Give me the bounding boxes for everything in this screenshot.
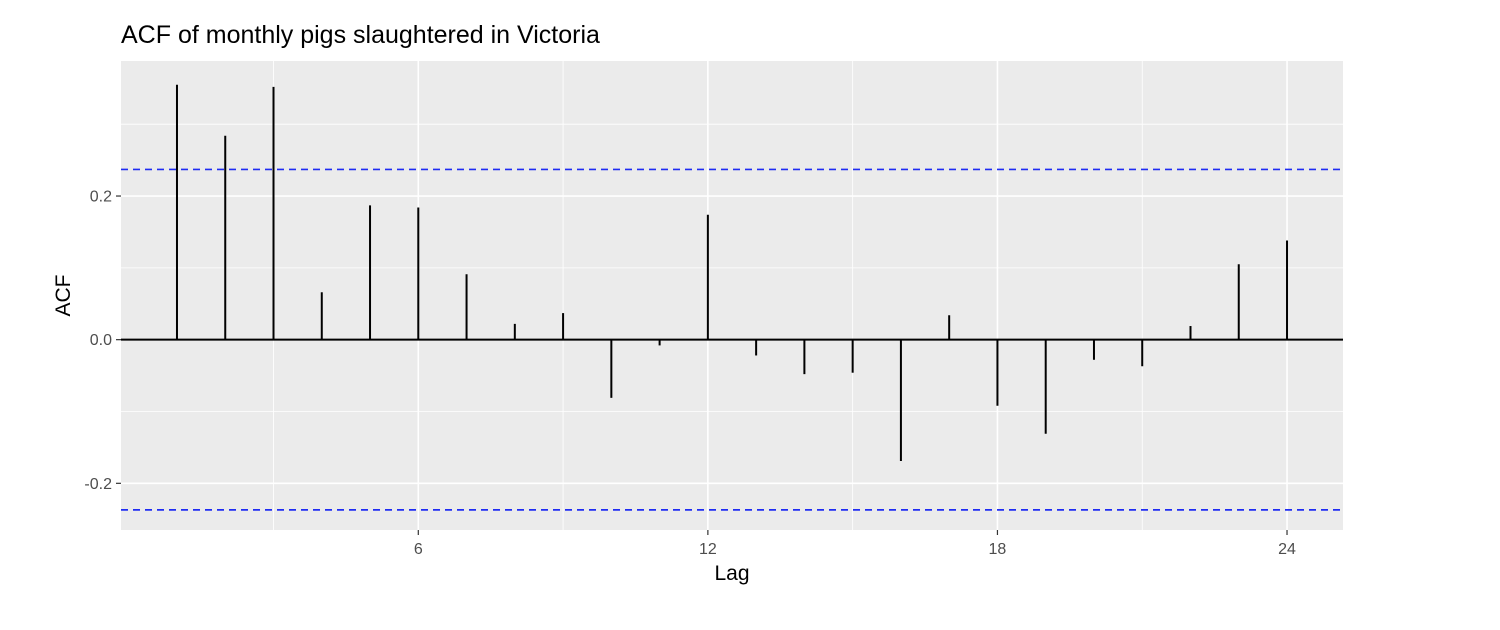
minor-gridlines [121, 61, 1343, 530]
x-tick-label: 6 [414, 541, 423, 558]
x-axis-ticks: 6 12 18 24 [414, 530, 1296, 558]
chart-title: ACF of monthly pigs slaughtered in Victo… [121, 21, 600, 49]
y-tick-label: -0.2 [84, 476, 112, 493]
y-axis-ticks: -0.2 0.0 0.2 [84, 189, 121, 493]
x-tick-label: 24 [1278, 541, 1296, 558]
x-axis-title: Lag [714, 562, 749, 585]
x-tick-label: 12 [699, 541, 717, 558]
y-tick-label: 0.2 [90, 189, 112, 206]
acf-spikes [175, 84, 1289, 462]
x-tick-label: 18 [989, 541, 1007, 558]
y-axis-title: ACF [52, 275, 75, 317]
plot-panel [121, 61, 1343, 530]
y-tick-label: 0.0 [90, 332, 112, 349]
